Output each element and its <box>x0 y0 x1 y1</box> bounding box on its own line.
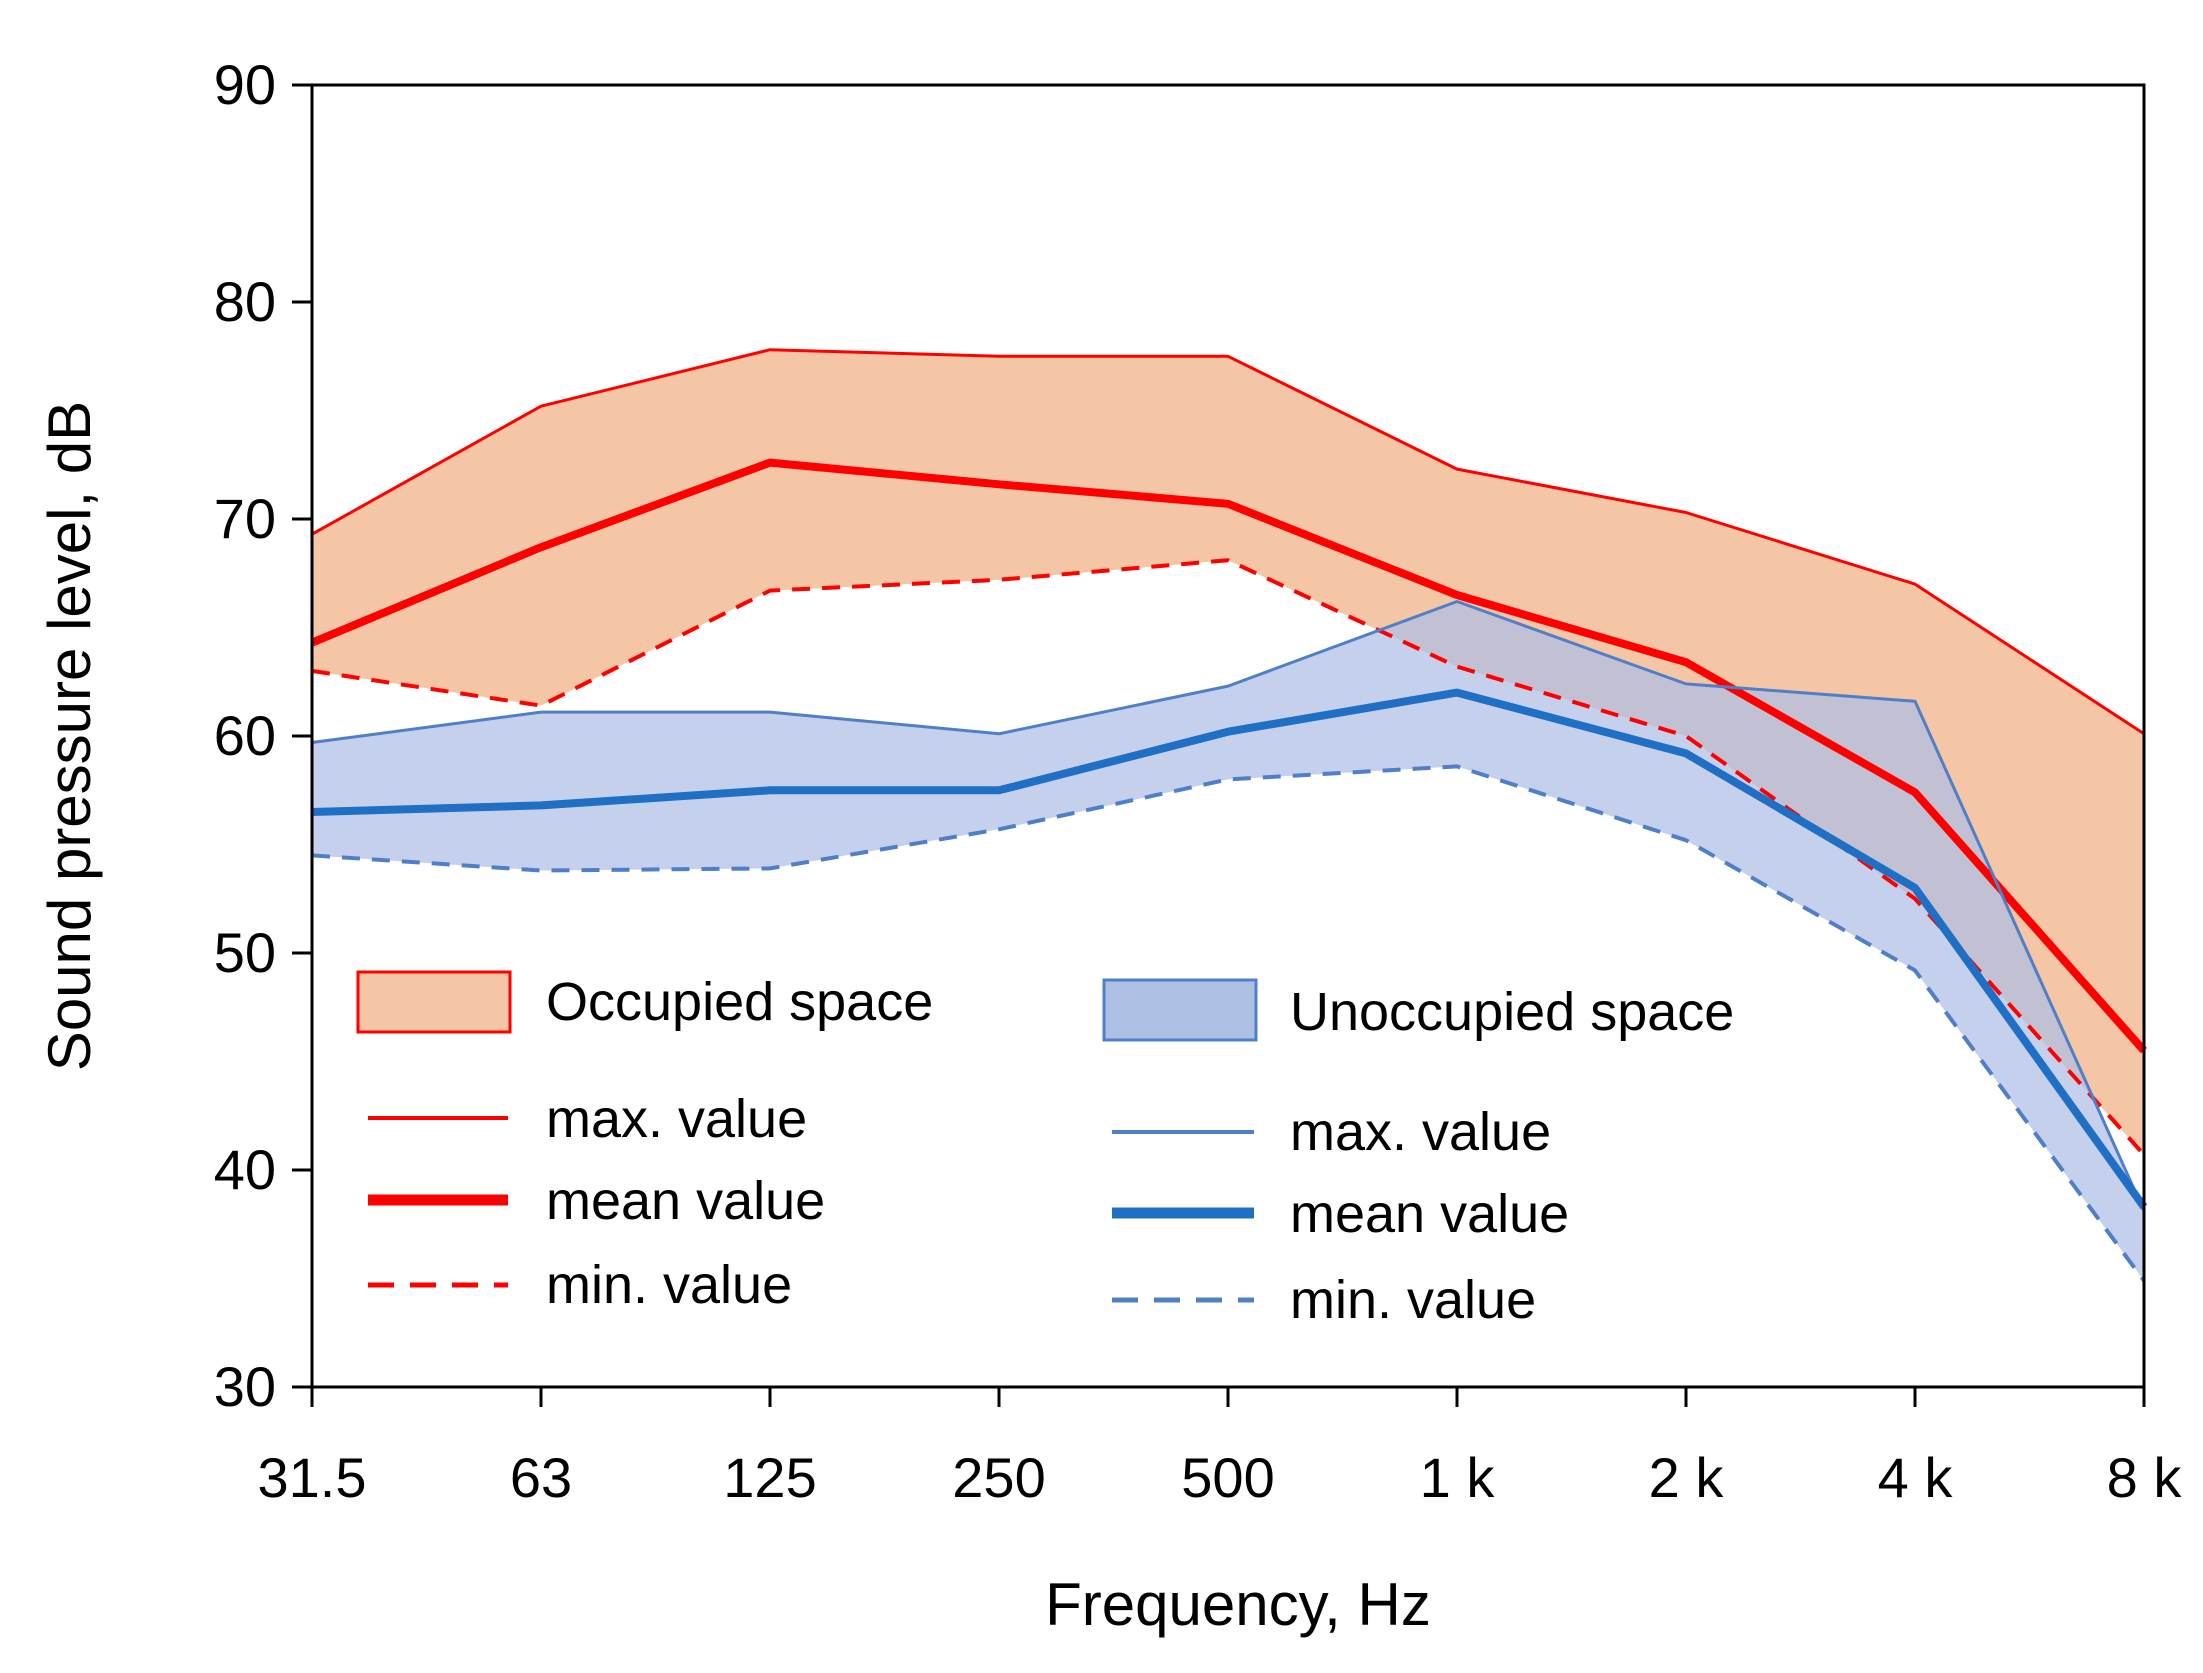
y-axis-ticks: 30 40 50 60 70 80 90 <box>214 53 312 1418</box>
occupied-range-band <box>312 349 2144 1155</box>
occupied-max-value-line <box>311 348 2145 736</box>
area-bands <box>312 349 2144 1281</box>
unoccupied-range-band <box>312 601 2144 1281</box>
y-tick-label: 50 <box>214 921 276 984</box>
x-tick-label: 31.5 <box>258 1446 367 1509</box>
occupied-mean-value-line <box>310 458 2147 1054</box>
x-tick-label: 4 k <box>1878 1446 1954 1509</box>
x-axis-title: Frequency, Hz <box>1045 1571 1431 1638</box>
x-tick-label: 500 <box>1181 1446 1274 1509</box>
x-tick-label: 1 k <box>1420 1446 1496 1509</box>
y-tick-label: 60 <box>214 704 276 767</box>
legend-occupied-mean-label: mean value <box>546 1171 825 1231</box>
x-tick-label: 125 <box>723 1446 816 1509</box>
x-tick-label: 63 <box>510 1446 572 1509</box>
series-lines <box>310 348 2148 1282</box>
y-tick-label: 30 <box>214 1355 276 1418</box>
legend-occupied-label: Occupied space <box>546 972 933 1032</box>
y-tick-label: 90 <box>214 53 276 116</box>
y-tick-label: 70 <box>214 487 276 550</box>
y-axis-title: Sound pressure level, dB <box>36 401 103 1071</box>
y-tick-label: 80 <box>214 270 276 333</box>
unoccupied-min-value-line <box>311 764 2146 1282</box>
legend-unoccupied-swatch <box>1102 978 1258 1042</box>
y-tick-label: 40 <box>214 1138 276 1201</box>
legend-unoccupied-min-label: min. value <box>1290 1270 1536 1330</box>
legend-unoccupied: Unoccupied space max. value mean value m… <box>1102 978 1734 1330</box>
x-axis-ticks: 31.5 63 125 250 500 1 k 2 k 4 k 8 k <box>258 1387 2183 1509</box>
x-tick-label: 250 <box>952 1446 1045 1509</box>
unoccupied-max-value-line <box>311 600 2146 1212</box>
legend-occupied-min-label: min. value <box>546 1255 792 1315</box>
unoccupied-mean-value-line <box>311 688 2148 1210</box>
legend-unoccupied-max-label: max. value <box>1290 1102 1551 1162</box>
legend-occupied-max-label: max. value <box>546 1089 807 1149</box>
x-tick-label: 2 k <box>1649 1446 1725 1509</box>
legend-occupied: Occupied space max. value mean value min… <box>356 970 933 1315</box>
legend-unoccupied-mean-label: mean value <box>1290 1184 1569 1244</box>
legend-occupied-swatch <box>356 970 512 1034</box>
x-tick-label: 8 k <box>2107 1446 2183 1509</box>
legend-unoccupied-label: Unoccupied space <box>1290 982 1734 1042</box>
